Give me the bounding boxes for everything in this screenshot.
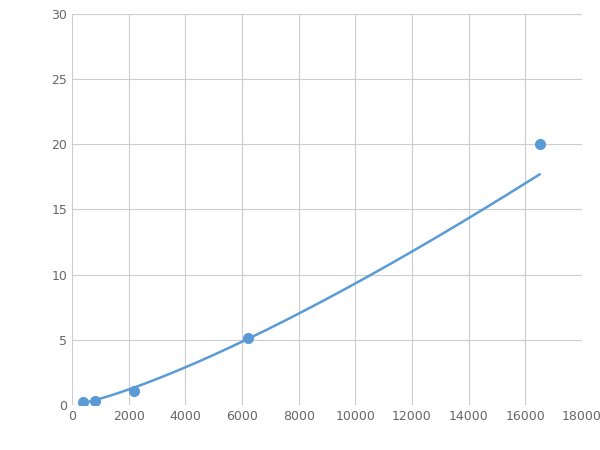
Point xyxy=(535,140,544,148)
Point xyxy=(90,397,100,405)
Point xyxy=(79,399,88,406)
Point xyxy=(130,387,139,394)
Point xyxy=(243,335,253,342)
